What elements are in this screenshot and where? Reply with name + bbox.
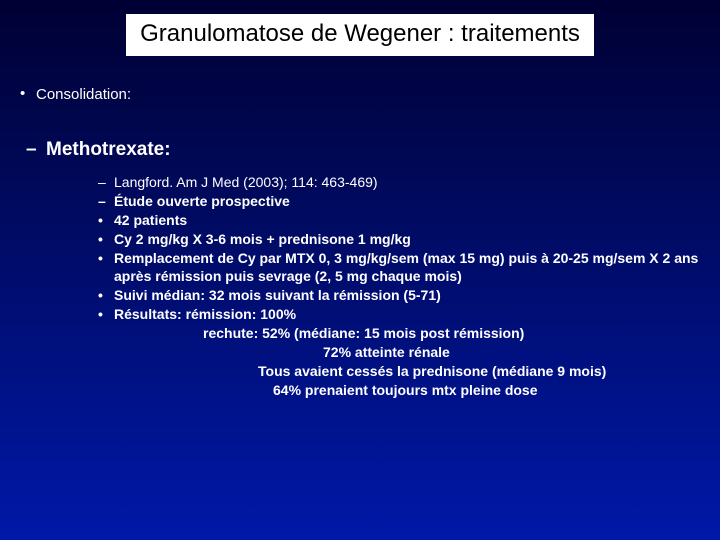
bullet-consolidation: Consolidation: [18,86,702,103]
bullet-methotrexate: Methotrexate: [18,139,702,161]
sub-list: Langford. Am J Med (2003); 114: 463-469)… [18,173,702,400]
reference-line: Langford. Am J Med (2003); 114: 463-469) [98,173,702,192]
point-patients: 42 patients [98,211,702,230]
slide-body: Consolidation: Methotrexate: Langford. A… [0,56,720,400]
title-bar: Granulomatose de Wegener : traitements [0,0,720,56]
point-results: Résultats: rémission: 100% [98,305,702,324]
results-mtx: 64% prenaient toujours mtx pleine dose [98,381,702,400]
results-prednisone: Tous avaient cessés la prednisone (média… [98,362,702,381]
slide-title: Granulomatose de Wegener : traitements [126,14,594,56]
point-followup: Suivi médian: 32 mois suivant la rémissi… [98,286,702,305]
results-renal: 72% atteinte rénale [98,343,702,362]
point-cy: Cy 2 mg/kg X 3-6 mois + prednisone 1 mg/… [98,230,702,249]
point-replacement: Remplacement de Cy par MTX 0, 3 mg/kg/se… [98,249,702,287]
results-relapse: rechute: 52% (médiane: 15 mois post rémi… [98,324,702,343]
study-type: Étude ouverte prospective [98,192,702,211]
